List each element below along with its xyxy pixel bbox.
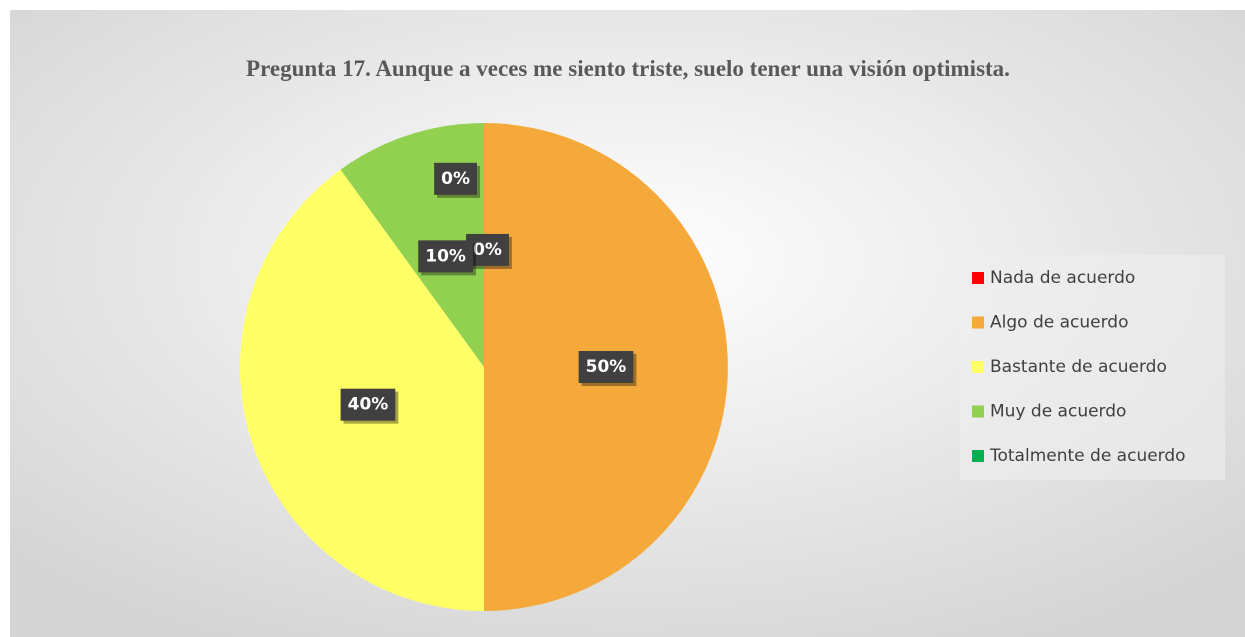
legend-label: Nada de acuerdo — [990, 268, 1135, 288]
legend-swatch — [972, 316, 984, 329]
legend-box — [960, 255, 1225, 480]
legend-label: Muy de acuerdo — [990, 402, 1126, 422]
data-label: 10% — [425, 246, 466, 266]
legend-label: Totalmente de acuerdo — [989, 446, 1186, 466]
legend-swatch — [972, 405, 984, 418]
data-label: 50% — [586, 357, 627, 377]
data-label-box — [466, 233, 509, 266]
legend-swatch — [972, 450, 984, 462]
data-label: 0% — [473, 240, 502, 260]
data-label-box — [418, 240, 473, 273]
legend-label: Bastante de acuerdo — [990, 357, 1167, 377]
legend-swatch — [972, 272, 984, 284]
chart-title: Pregunta 17. Aunque a veces me siento tr… — [246, 56, 1010, 81]
legend-swatch — [972, 361, 984, 373]
data-label-box — [578, 351, 634, 383]
data-label: 0% — [441, 169, 470, 189]
data-label-box — [340, 388, 396, 421]
legend-label: Algo de acuerdo — [990, 313, 1128, 333]
data-label-box — [434, 162, 477, 195]
data-label: 40% — [348, 395, 389, 415]
